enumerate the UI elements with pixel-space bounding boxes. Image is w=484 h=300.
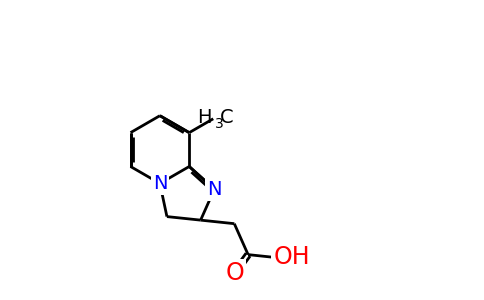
Text: OH: OH <box>274 245 310 269</box>
Text: 3: 3 <box>215 117 224 131</box>
Text: C: C <box>220 108 234 127</box>
Text: O: O <box>225 261 244 285</box>
Text: H: H <box>197 108 212 127</box>
Text: N: N <box>207 180 222 199</box>
Text: N: N <box>152 174 167 193</box>
